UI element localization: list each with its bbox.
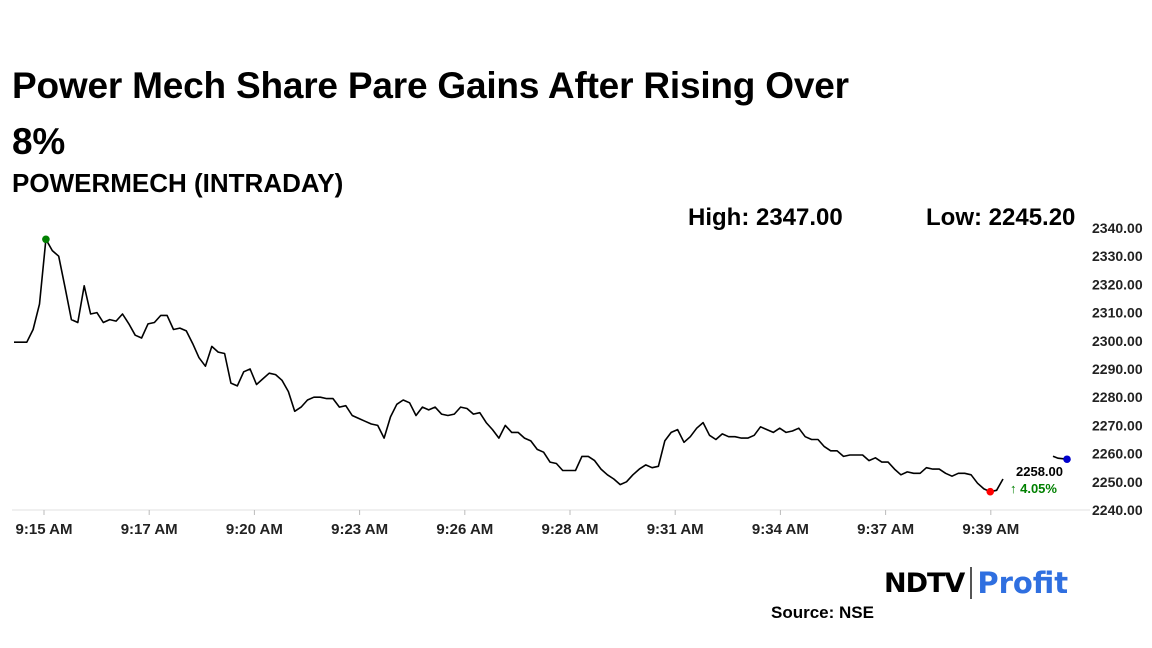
y-tick-label: 2250.00 — [1092, 474, 1143, 490]
y-axis-ticks: 2340.00 2330.00 2320.00 2310.00 2300.00 2290.… — [1092, 220, 1143, 518]
x-tick-label: 9:31 AM — [647, 521, 704, 538]
x-tick-label: 9:15 AM — [16, 521, 73, 538]
source-label: Source: NSE — [771, 603, 874, 622]
headline: Power Mech Share Pare Gains After Rising… — [12, 65, 849, 162]
high-stat: High: 2347.00 — [688, 204, 843, 231]
ndtv-profit-logo: NDTV Profit — [884, 563, 1068, 603]
x-tick-label: 9:23 AM — [331, 521, 388, 538]
x-tick-label: 9:26 AM — [436, 521, 493, 538]
x-tick-label: 9:39 AM — [962, 521, 1019, 538]
chart-subtitle: POWERMECH (INTRADAY) — [12, 168, 344, 198]
y-tick-label: 2300.00 — [1092, 333, 1143, 349]
y-tick-label: 2330.00 — [1092, 248, 1143, 264]
high-marker — [42, 235, 50, 244]
y-tick-label: 2310.00 — [1092, 305, 1143, 321]
y-tick-label: 2320.00 — [1092, 276, 1143, 292]
logo-separator — [970, 567, 973, 599]
y-tick-label: 2270.00 — [1092, 417, 1143, 433]
low-stat: Low: 2245.20 — [926, 204, 1076, 231]
x-tick-label: 9:20 AM — [226, 521, 283, 538]
y-tick-label: 2290.00 — [1092, 361, 1143, 377]
y-tick-label: 2260.00 — [1092, 446, 1143, 462]
last-price-marker — [1063, 455, 1071, 464]
x-tick-label: 9:17 AM — [121, 521, 178, 538]
x-axis-ticks: 9:15 AM 9:17 AM 9:20 AM 9:23 AM 9:26 AM 9:28 … — [16, 510, 1019, 538]
y-tick-label: 2340.00 — [1092, 220, 1143, 236]
logo-profit: Profit — [977, 566, 1069, 600]
x-tick-label: 9:37 AM — [857, 521, 914, 538]
y-tick-label: 2280.00 — [1092, 389, 1143, 405]
change-label: ↑ 4.05% — [1010, 481, 1057, 496]
logo-ndtv: NDTV — [884, 567, 965, 599]
last-price-label: 2258.00 — [1016, 464, 1063, 479]
price-line — [14, 238, 1004, 493]
x-tick-label: 9:28 AM — [542, 521, 599, 538]
low-marker — [986, 487, 995, 496]
x-tick-label: 9:34 AM — [752, 521, 809, 538]
y-tick-label: 2240.00 — [1092, 502, 1143, 518]
